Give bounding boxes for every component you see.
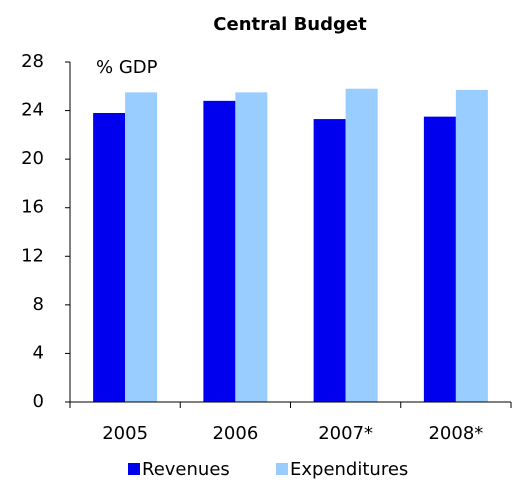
x-tick-label: 2007* [318, 423, 373, 444]
bar [423, 116, 456, 403]
bar [313, 119, 346, 403]
y-tick-label: 20 [21, 148, 44, 169]
bar [93, 113, 126, 402]
y-tick-label: 12 [21, 245, 44, 266]
x-tick-label: 2005 [102, 423, 148, 444]
bar [203, 100, 236, 402]
x-tick-label: 2008* [428, 423, 483, 444]
y-tick-label: 8 [33, 294, 44, 315]
x-tick-label: 2006 [212, 423, 258, 444]
bar [455, 89, 488, 402]
y-tick-label: 24 [21, 100, 44, 121]
legend-label: Expenditures [290, 459, 408, 480]
y-tick-label: 4 [33, 342, 44, 363]
legend-swatch [128, 463, 140, 475]
y-tick-label: 0 [33, 391, 44, 412]
y-tick-label: 16 [21, 197, 44, 218]
chart-title: Central Budget [213, 14, 367, 35]
legend-swatch [276, 463, 288, 475]
bar [345, 88, 378, 402]
bar [235, 92, 268, 402]
annotation: % GDP [96, 57, 158, 78]
legend-label: Revenues [142, 459, 230, 480]
bar [125, 92, 158, 402]
y-tick-label: 28 [21, 51, 44, 72]
